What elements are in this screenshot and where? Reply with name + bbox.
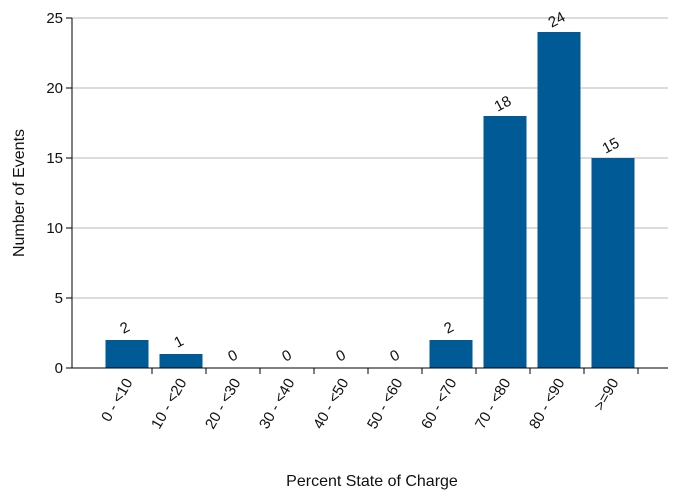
y-tick-label: 5 — [55, 290, 63, 307]
x-tick-label: 70 - <80 — [472, 376, 514, 433]
x-tick-label: >=90 — [591, 376, 623, 414]
y-tick-label: 0 — [55, 360, 63, 377]
data-label: 1 — [171, 333, 186, 352]
data-label: 24 — [546, 9, 569, 32]
data-label: 2 — [117, 319, 132, 338]
bar — [429, 340, 473, 368]
x-axis-title: Percent State of Charge — [286, 473, 458, 490]
x-tick-label: 40 - <50 — [310, 376, 352, 433]
data-label: 2 — [441, 319, 456, 338]
bars — [105, 32, 635, 368]
x-tick-label: 10 - <20 — [148, 376, 190, 433]
data-label: 0 — [225, 347, 240, 366]
y-tick-label: 25 — [46, 10, 63, 27]
y-axis-title: Number of Events — [11, 129, 28, 257]
data-label: 0 — [279, 347, 294, 366]
x-tick-label: 60 - <70 — [418, 376, 460, 433]
x-tick-label: 30 - <40 — [256, 376, 298, 433]
y-tick-label: 10 — [46, 220, 63, 237]
data-label: 0 — [333, 347, 348, 366]
x-tick-label: 0 - <10 — [98, 376, 136, 425]
bar — [105, 340, 149, 368]
bar — [537, 32, 581, 368]
x-tick-label: 50 - <60 — [364, 376, 406, 433]
x-tick-label: 20 - <30 — [202, 376, 244, 433]
y-tick-label: 20 — [46, 80, 63, 97]
data-label: 15 — [600, 135, 623, 158]
bar — [483, 116, 527, 368]
data-label: 0 — [387, 347, 402, 366]
bar — [591, 158, 635, 368]
y-tick-label: 15 — [46, 150, 63, 167]
bar — [159, 354, 203, 368]
x-tick-label: 80 - <90 — [526, 376, 568, 433]
data-label: 18 — [492, 93, 515, 116]
